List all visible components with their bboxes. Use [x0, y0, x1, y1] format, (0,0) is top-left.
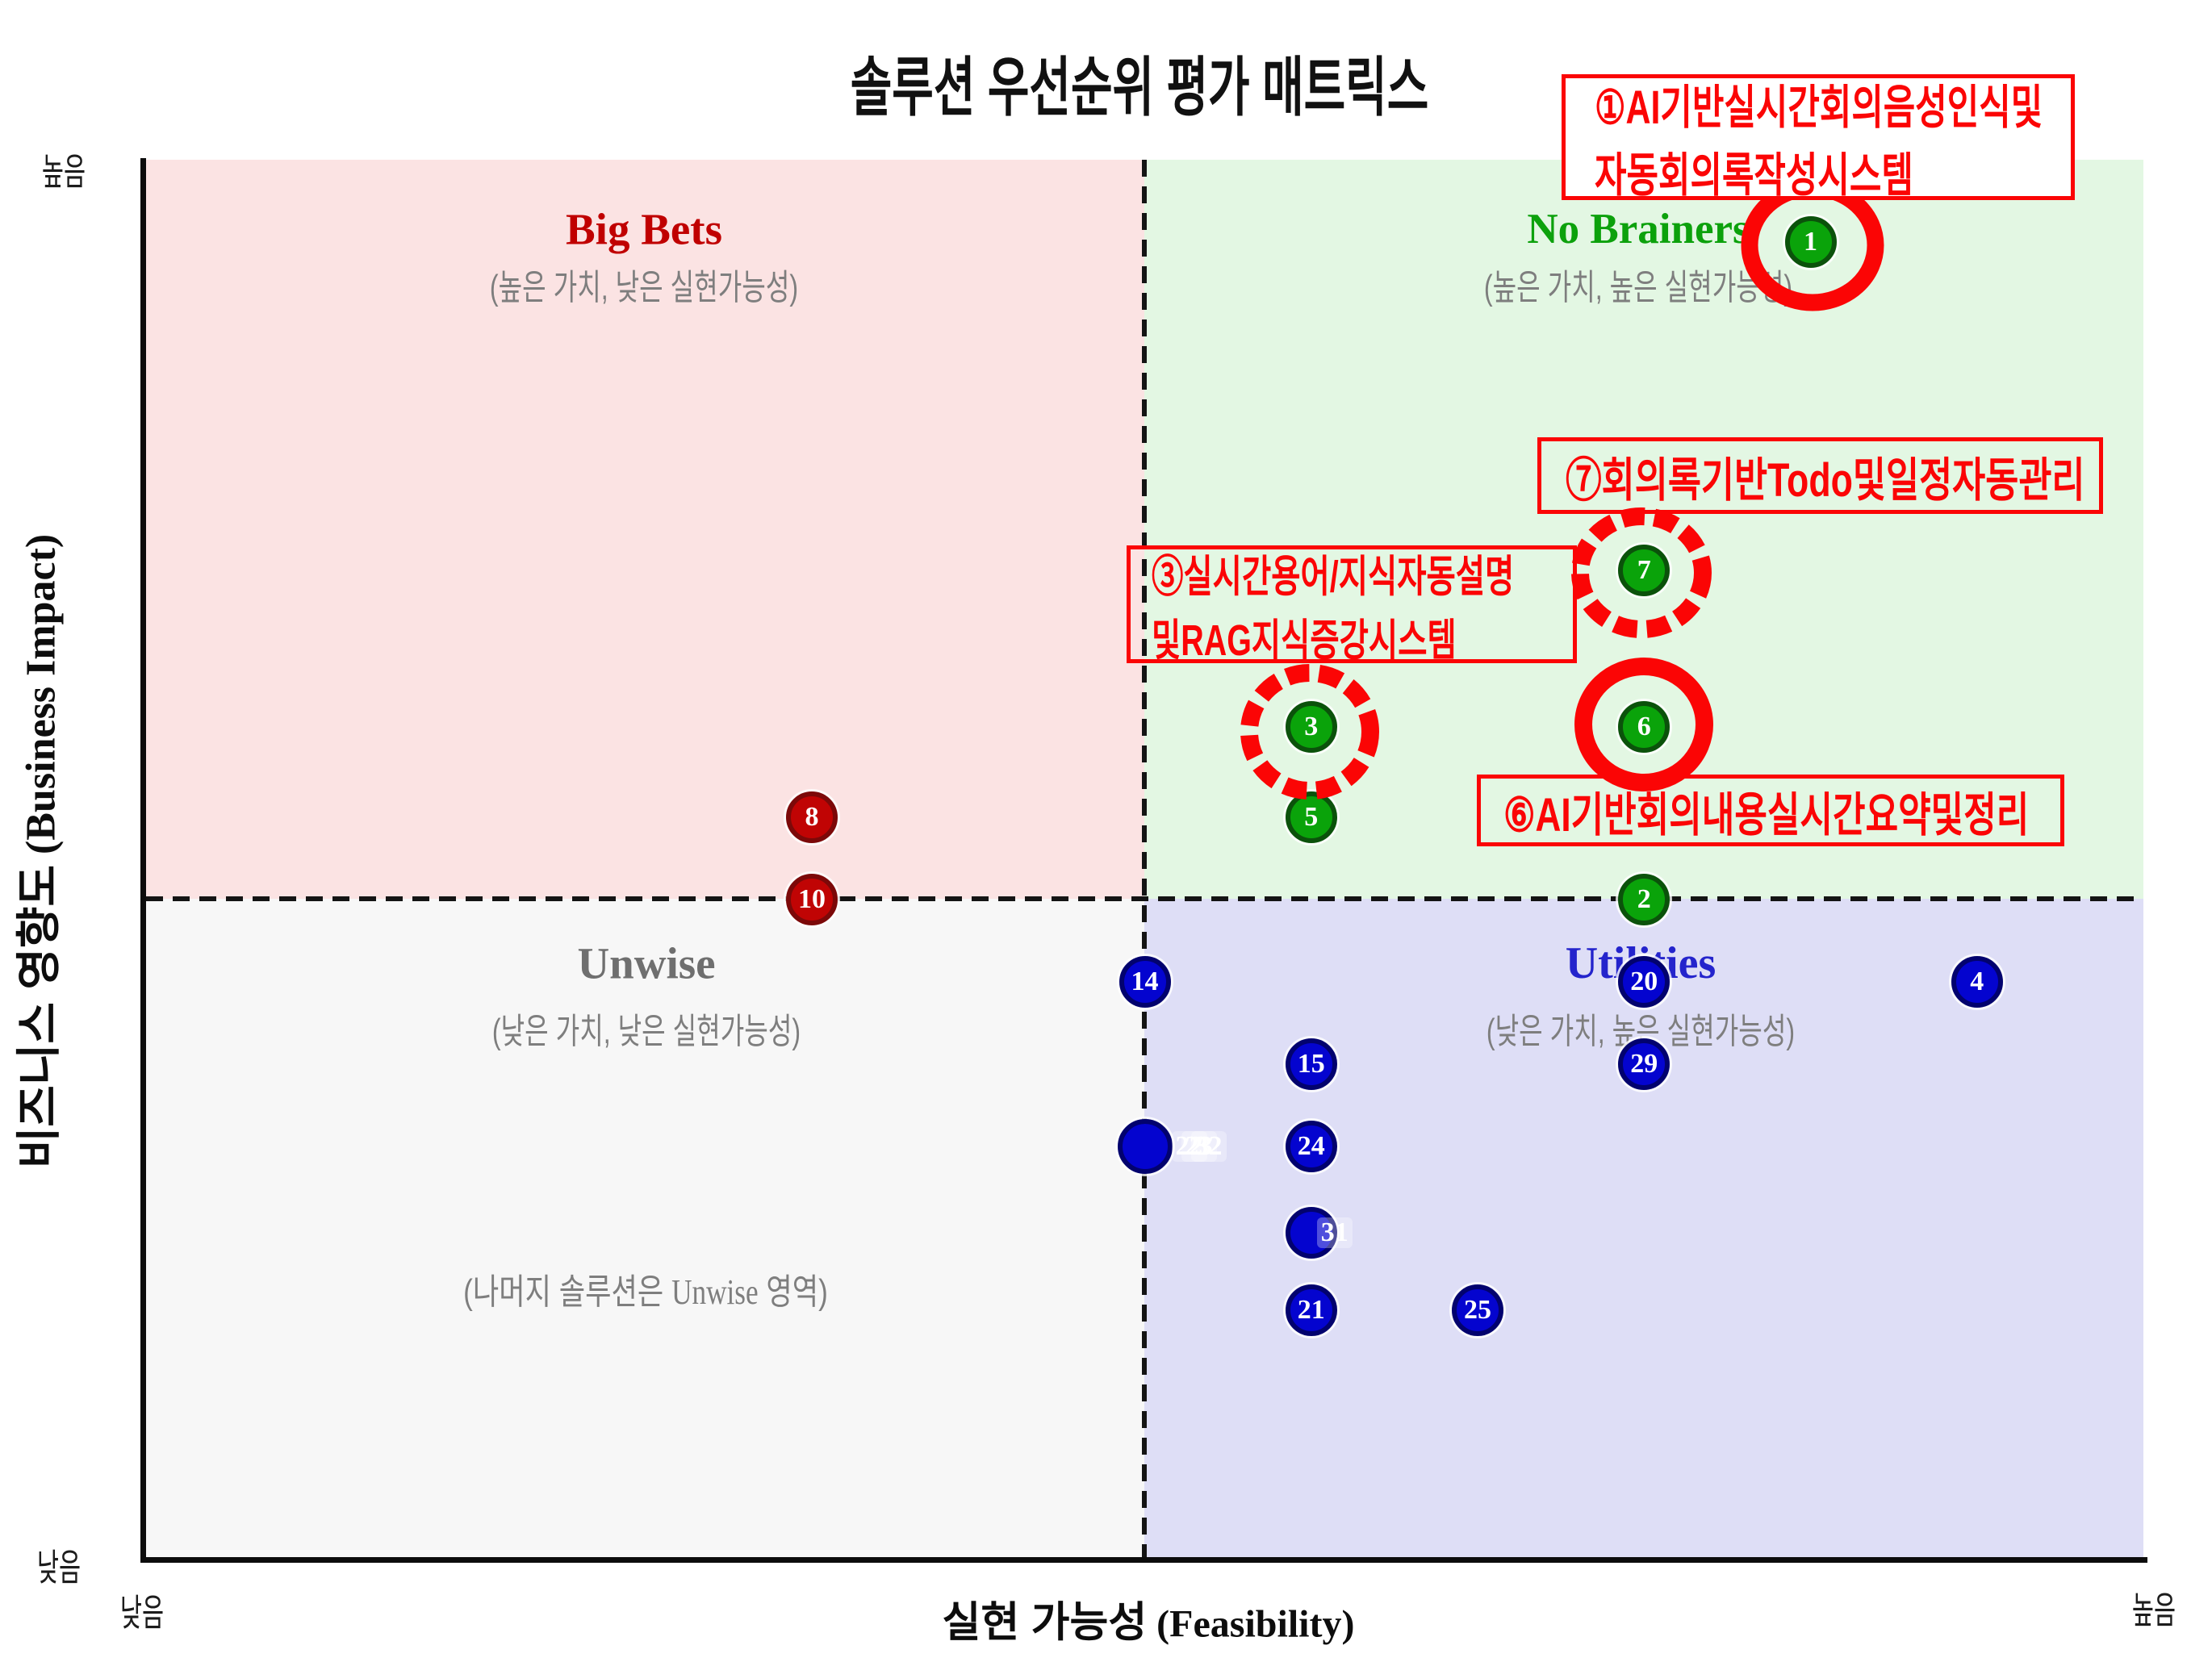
chart-title-text: 솔루션 우선순위 평가 매트릭스 [850, 52, 1429, 123]
data-point-1: 1 [1784, 215, 1837, 268]
horizontal-divider-dashed-line [146, 896, 2143, 901]
quadrant-subtitle-unwise: (낮은 가치, 낮은 실현가능성) [435, 1002, 857, 1054]
y-axis-high-tick-text: 높음 [41, 151, 86, 193]
quadrant-label-no_brainers: No Brainers [1527, 206, 1750, 253]
y-axis-low-tick-text: 낮음 [36, 1547, 82, 1589]
x-axis-label-english: (Feasibility) [1147, 1602, 1355, 1646]
data-point-7: 7 [1618, 545, 1670, 597]
data-point-label-31: 31 [1316, 1217, 1353, 1248]
data-point-label-10: 10 [798, 883, 826, 914]
y-axis-low-tick: 낮음 [25, 1539, 94, 1592]
data-point-21: 21 [1285, 1284, 1337, 1337]
x-axis-high-tick: 높음 [2120, 1581, 2189, 1635]
quadrant-subtitle-no_brainers: (높은 가치, 높은 실현가능성) [1427, 258, 1849, 310]
data-point-label-29: 29 [1630, 1048, 1658, 1079]
data-point-3: 3 [1285, 700, 1337, 753]
data-point-8: 8 [786, 791, 838, 844]
data-point-2232: 22 23 32 [1117, 1118, 1227, 1174]
vertical-divider-dashed-line [1142, 160, 1147, 1557]
data-point-label-5: 5 [1304, 802, 1319, 833]
annotation-text-ann3-line1: ③실시간용어/지식자동설명 [1152, 553, 1515, 601]
data-point-label-24: 24 [1297, 1130, 1325, 1161]
x-axis-label: 실현 가능성 (Feasibility) [943, 1589, 1355, 1649]
annotation-box-ann7: ⑦회의록기반Todo및일정자동관리 [1537, 437, 2103, 514]
data-point-15: 15 [1285, 1038, 1337, 1090]
y-axis-line [140, 158, 146, 1563]
annotation-text-ann1-line2: 자동회의록작성시스템 [1595, 149, 1913, 202]
data-point-label-4: 4 [1970, 966, 1984, 996]
data-point-6: 6 [1618, 700, 1670, 753]
data-point-label-20: 20 [1630, 966, 1658, 996]
quadrant-subtitle-big_bets: (높은 가치, 낮은 실현가능성) [433, 258, 855, 310]
unwise-note-en: Unwise [671, 1272, 759, 1312]
annotation-text-ann6-line1: ⑥AI기반회의내용실시간요약및정리 [1503, 788, 2030, 841]
data-point-label-3: 3 [1304, 711, 1319, 741]
data-point-label-32: 32 [1190, 1130, 1227, 1162]
data-point-4: 4 [1951, 955, 2003, 1008]
annotation-line-ann3-2: 및RAG지식증강시스템 [1152, 604, 1573, 668]
annotation-line-ann6-1: ⑥AI기반회의내용실시간요약및정리 [1503, 777, 2060, 845]
annotation-line-ann1-1: ①AI기반실시간회의음성인식및 [1595, 69, 2071, 137]
data-point-25: 25 [1452, 1284, 1503, 1337]
annotation-text-ann3-line2: 및RAG지식증강시스템 [1152, 616, 1457, 665]
unwise-note-pre: (나머지 솔루션은 [463, 1272, 672, 1312]
annotation-line-ann7-1: ⑦회의록기반Todo및일정자동관리 [1566, 442, 2099, 510]
data-point-5: 5 [1285, 791, 1337, 844]
y-axis-label-english: (Business Impact) [18, 533, 65, 866]
x-axis-low-tick: 낮음 [108, 1584, 177, 1637]
data-point-20: 20 [1618, 955, 1670, 1008]
annotation-line-ann3-1: ③실시간용어/지식자동설명 [1152, 541, 1573, 604]
data-point-24: 24 [1285, 1120, 1337, 1172]
unwise-note-post: 영역) [758, 1272, 828, 1312]
chart-title: 솔루션 우선순위 평가 매트릭스 [726, 35, 1552, 129]
data-point-label-7: 7 [1637, 555, 1651, 586]
y-axis-high-tick: 높음 [30, 143, 98, 196]
quadrant-unwise-fill [146, 899, 1144, 1557]
x-axis-low-tick-text: 낮음 [119, 1592, 165, 1634]
quadrant-label-big_bets: Big Bets [565, 204, 723, 254]
data-point-31: 31 [1285, 1206, 1353, 1259]
data-point-2: 2 [1618, 873, 1670, 925]
annotation-line-ann1-2: 자동회의록작성시스템 [1595, 137, 2071, 205]
data-point-label-15: 15 [1297, 1048, 1325, 1079]
data-point-29: 29 [1618, 1038, 1670, 1090]
annotation-box-ann6: ⑥AI기반회의내용실시간요약및정리 [1477, 775, 2064, 846]
data-point-label-14: 14 [1131, 966, 1159, 996]
data-point-label-25: 25 [1464, 1295, 1491, 1326]
data-point-14: 14 [1119, 955, 1171, 1008]
quadrant-subtitle-text-no_brainers: (높은 가치, 높은 실현가능성) [1483, 268, 1793, 307]
y-axis-label-korean: 비즈니스 영향도 [13, 865, 65, 1169]
x-axis-line [140, 1557, 2147, 1563]
data-point-label-6: 6 [1637, 711, 1651, 741]
data-point-10: 10 [786, 873, 838, 925]
data-point-label-1: 1 [1804, 226, 1817, 257]
unwise-note: (나머지 솔루션은 Unwise 영역) [418, 1263, 874, 1314]
quadrant-label-unwise: Unwise [577, 938, 716, 988]
quadrant-subtitle-text-unwise: (낮은 가치, 낮은 실현가능성) [491, 1012, 801, 1051]
x-axis-high-tick-text: 높음 [2131, 1589, 2176, 1631]
x-axis-label-korean: 실현 가능성 [942, 1599, 1148, 1647]
y-axis-label: 비즈니스 영향도 (Business Impact) [3, 534, 69, 1168]
annotation-text-ann7-line1: ⑦회의록기반Todo및일정자동관리 [1566, 453, 2085, 507]
data-point-label-21: 21 [1297, 1295, 1325, 1326]
data-point-label-22: 22 [1171, 1130, 1207, 1162]
data-point-label-8: 8 [805, 802, 819, 833]
quadrant-big-bets-fill [146, 160, 1144, 899]
data-point-label-23: 23 [1181, 1130, 1217, 1162]
quadrant-subtitle-text-big_bets: (높은 가치, 낮은 실현가능성) [489, 268, 799, 307]
annotation-text-ann1-line1: ①AI기반실시간회의음성인식및 [1595, 81, 2043, 134]
data-point-label-2: 2 [1637, 883, 1651, 914]
